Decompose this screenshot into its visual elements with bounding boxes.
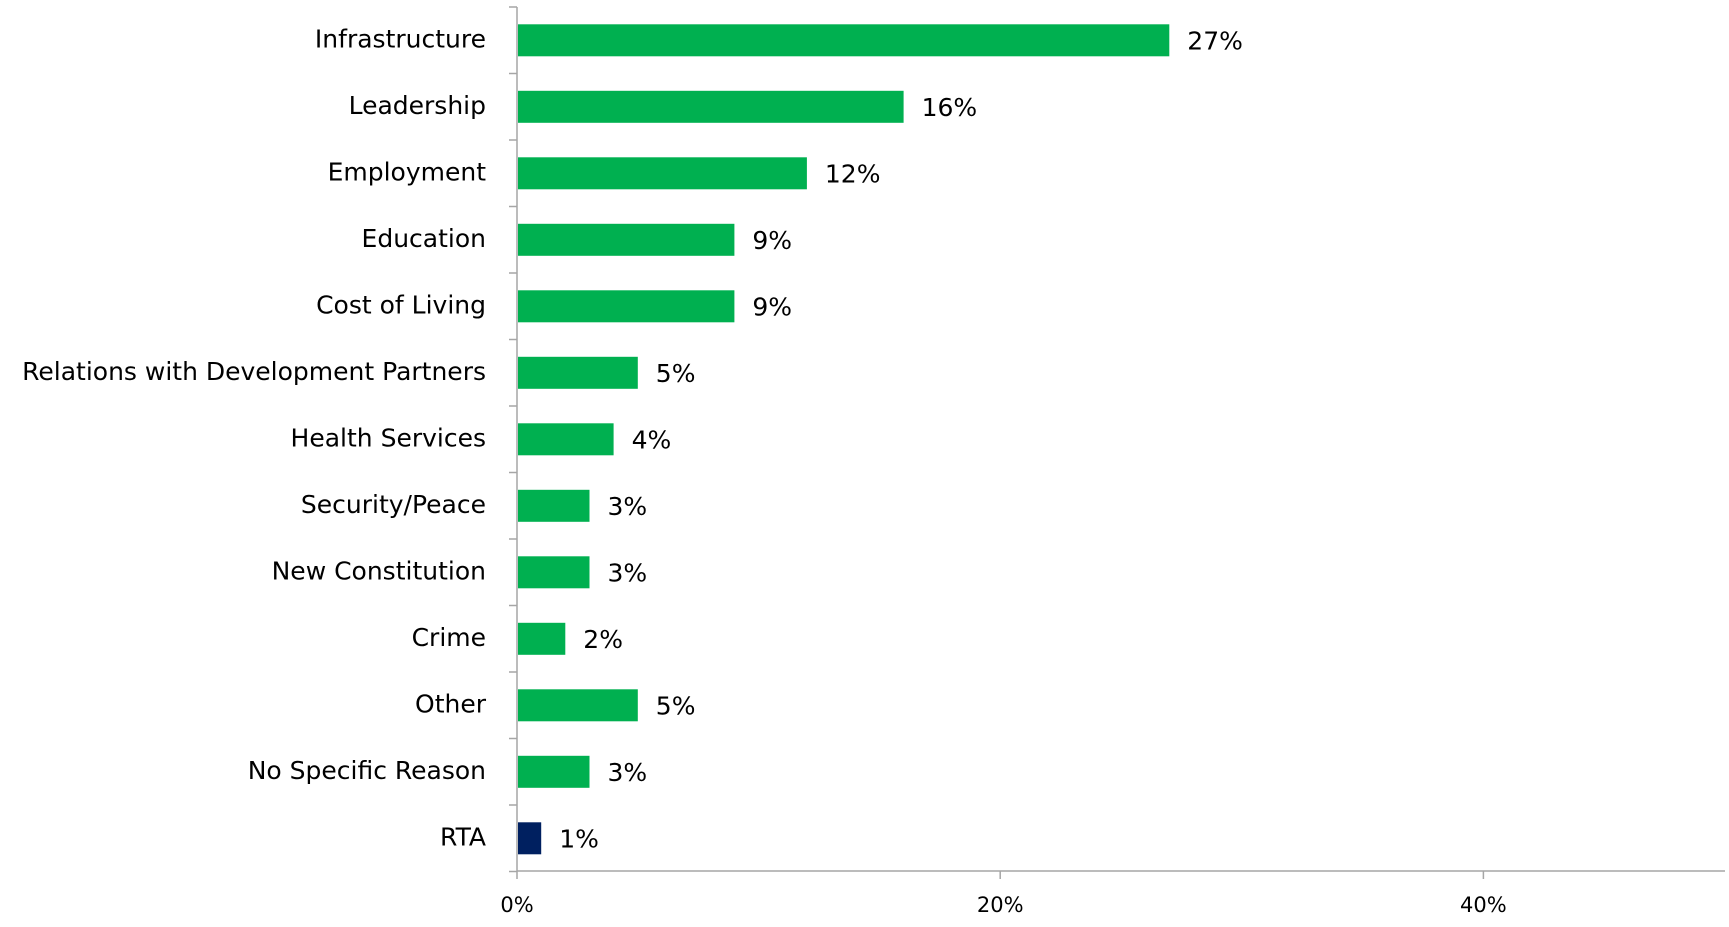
bar: [518, 223, 735, 256]
category-label: Education: [362, 224, 486, 253]
data-label: 3%: [608, 558, 648, 587]
category-label: New Constitution: [272, 556, 486, 585]
data-label: 12%: [825, 159, 881, 188]
data-label: 4%: [632, 425, 672, 454]
category-label: No Specific Reason: [248, 756, 486, 785]
bar: [518, 689, 638, 722]
bars-group: [518, 24, 1170, 855]
data-label: 27%: [1187, 26, 1243, 55]
category-label: Health Services: [291, 423, 486, 452]
data-label: 3%: [608, 758, 648, 787]
data-label: 5%: [656, 691, 696, 720]
data-label: 16%: [922, 93, 978, 122]
axes-group: [509, 6, 1725, 879]
bar: [518, 356, 638, 389]
bar: [518, 822, 542, 855]
bar: [518, 24, 1170, 57]
category-label: Crime: [412, 623, 486, 652]
data-label: 9%: [752, 226, 792, 255]
data-label: 5%: [656, 359, 696, 388]
data-label: 3%: [608, 492, 648, 521]
data-label: 2%: [583, 625, 623, 654]
bar: [518, 423, 614, 456]
category-label: Employment: [328, 157, 487, 186]
bar: [518, 290, 735, 323]
category-label: Relations with Development Partners: [22, 357, 486, 386]
data-label: 1%: [559, 824, 599, 853]
x-tick-label: 20%: [977, 893, 1024, 917]
x-tick-label: 40%: [1460, 893, 1507, 917]
category-label: Infrastructure: [315, 24, 486, 53]
category-label: RTA: [440, 822, 486, 851]
labels-group: Infrastructure 27% Leadership 16% Employment…: [22, 24, 1507, 917]
data-label: 9%: [752, 292, 792, 321]
category-label: Cost of Living: [316, 290, 486, 319]
bar: [518, 556, 590, 589]
bar: [518, 90, 904, 123]
bar: [518, 489, 590, 522]
category-label: Security/Peace: [301, 490, 486, 519]
category-label: Other: [415, 689, 487, 718]
bar: [518, 755, 590, 788]
x-tick-label: 0%: [500, 893, 533, 917]
bar: [518, 622, 566, 655]
bar: [518, 157, 807, 190]
category-label: Leadership: [349, 91, 486, 120]
